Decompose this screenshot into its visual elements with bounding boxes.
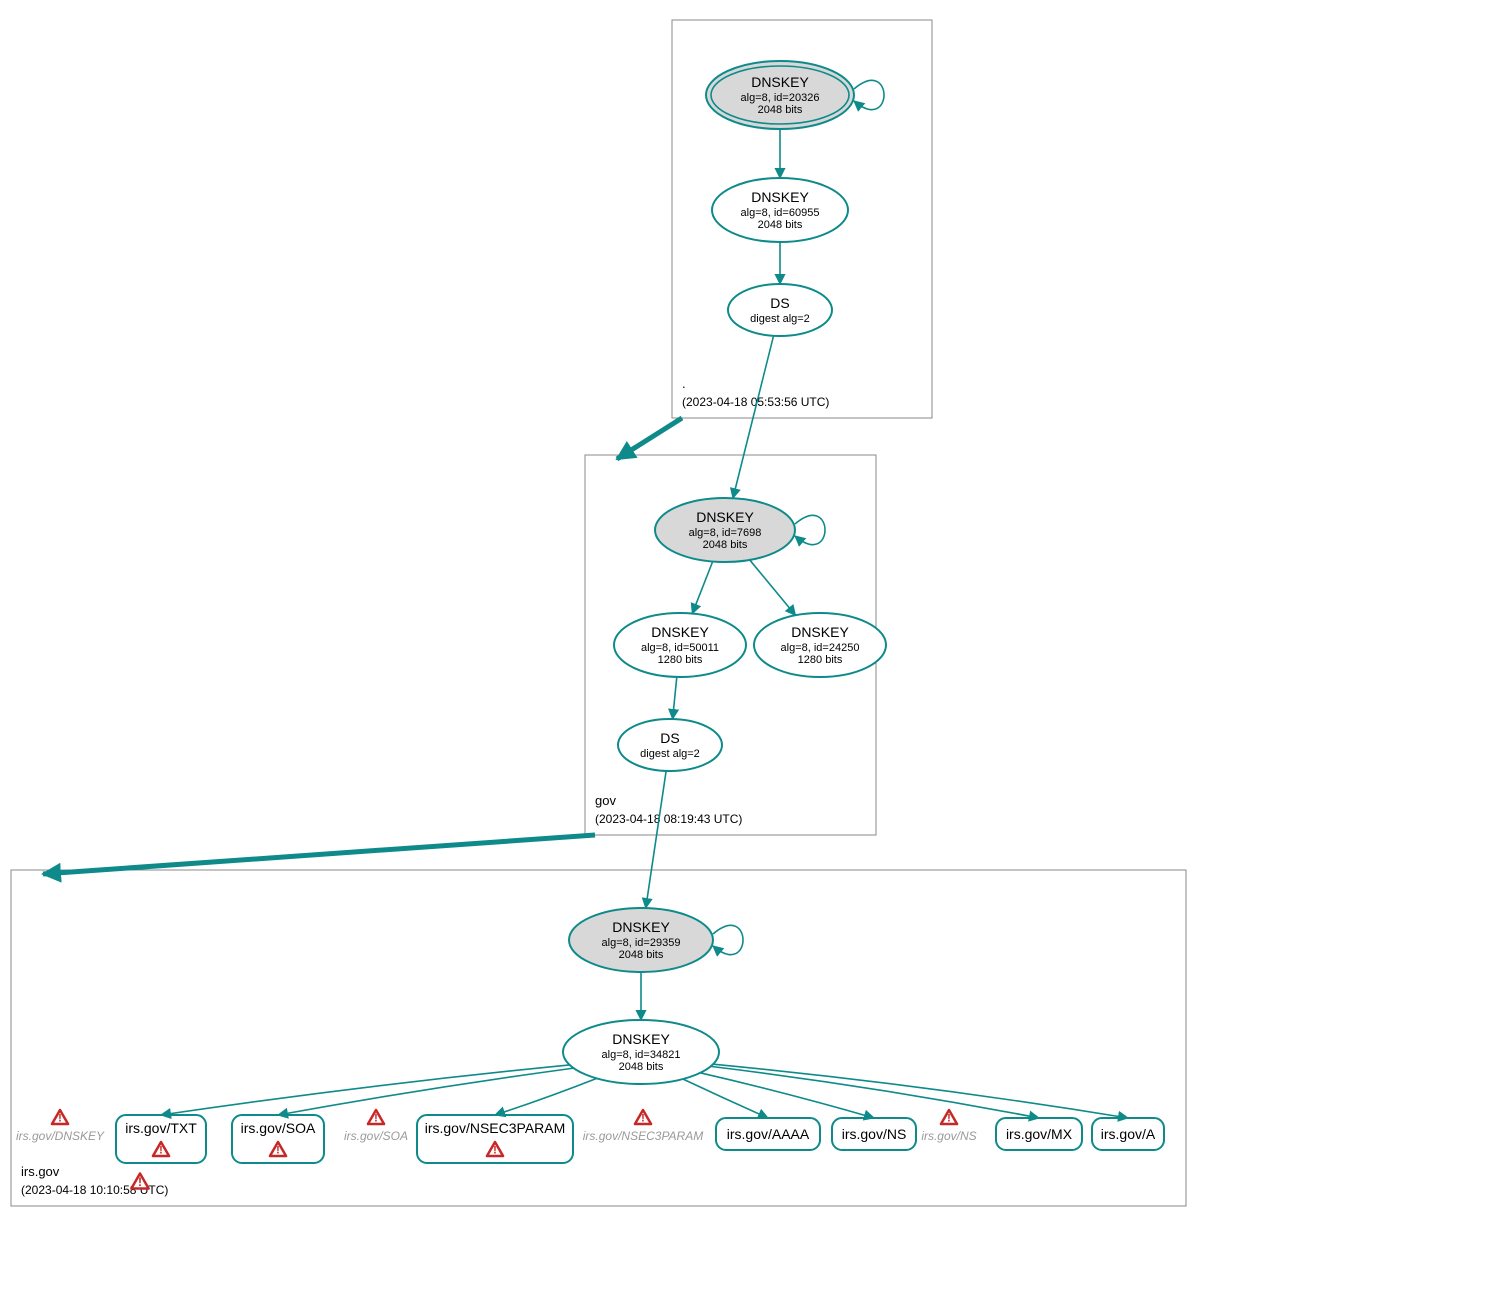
record-label: irs.gov/TXT [125,1120,197,1136]
zone-edge [43,835,595,874]
node-rds: DS digest alg=2 [728,284,832,336]
node-title: DNSKEY [791,624,849,640]
edge [495,1078,597,1115]
node-title: DS [660,730,679,746]
edge [161,1065,570,1115]
zone-edge [617,418,682,459]
ghost-label: irs.gov/DNSKEY [16,1129,105,1143]
zone-label-gov: gov [595,793,616,808]
self-loop [795,515,825,544]
node-sub: 2048 bits [619,949,664,961]
ghost-label: irs.gov/NS [921,1129,976,1143]
ghost-record: ! irs.gov/DNSKEY [16,1110,105,1143]
node-title: DNSKEY [751,189,809,205]
node-title: DS [770,295,789,311]
record-label: irs.gov/AAAA [727,1126,810,1142]
zone-time-gov: (2023-04-18 08:19:43 UTC) [595,812,742,826]
node-rk2: DNSKEY alg=8, id=609552048 bits [712,178,848,242]
edge [646,771,666,908]
node-sub: alg=8, id=29359 [602,937,681,949]
ghost-label: irs.gov/NSEC3PARAM [583,1129,703,1143]
zone-label-irsgov: irs.gov [21,1164,60,1179]
svg-text:!: ! [374,1112,378,1124]
node-rk1: DNSKEY alg=8, id=203262048 bits [706,61,884,129]
edge [733,336,774,498]
node-title: DNSKEY [651,624,709,640]
dnssec-trust-diagram: .(2023-04-18 05:53:56 UTC)gov(2023-04-18… [0,0,1501,1292]
record-label: irs.gov/NS [842,1126,907,1142]
svg-text:!: ! [947,1112,951,1124]
edge [683,1079,768,1118]
svg-text:!: ! [159,1144,163,1156]
ghost-record: ! irs.gov/NSEC3PARAM [583,1110,703,1143]
record-label: irs.gov/SOA [241,1120,316,1136]
node-r_mx: irs.gov/MX [996,1118,1082,1150]
node-r_aaaa: irs.gov/AAAA [716,1118,820,1150]
node-r_ns: irs.gov/NS [832,1118,916,1150]
node-r_txt: irs.gov/TXT! [116,1115,206,1163]
node-sub: 2048 bits [619,1061,664,1073]
node-title: DNSKEY [751,74,809,90]
node-gk2: DNSKEY alg=8, id=500111280 bits [614,613,746,677]
node-ik1: DNSKEY alg=8, id=293592048 bits [569,908,743,972]
ghost-record: ! irs.gov/NS [921,1110,976,1143]
svg-text:!: ! [641,1112,645,1124]
svg-text:!: ! [276,1144,280,1156]
node-title: DNSKEY [696,509,754,525]
node-sub: alg=8, id=24250 [781,642,860,654]
node-sub: alg=8, id=34821 [602,1049,681,1061]
node-sub: alg=8, id=7698 [689,527,762,539]
edge [750,560,796,615]
node-r_soa: irs.gov/SOA! [232,1115,324,1163]
record-label: irs.gov/MX [1006,1126,1073,1142]
record-label: irs.gov/A [1101,1126,1156,1142]
node-sub: alg=8, id=60955 [741,207,820,219]
zone-label-root: . [682,376,686,391]
node-gk1: DNSKEY alg=8, id=76982048 bits [655,498,825,562]
node-sub: 1280 bits [658,654,703,666]
node-sub: digest alg=2 [640,748,700,760]
node-sub: 2048 bits [758,219,803,231]
self-loop [713,925,743,954]
edge [692,562,712,614]
svg-text:!: ! [138,1175,142,1189]
node-sub: 2048 bits [703,539,748,551]
edge [700,1073,874,1118]
svg-text:!: ! [58,1112,62,1124]
node-sub: 2048 bits [758,104,803,116]
edge [711,1066,1039,1118]
node-sub: digest alg=2 [750,313,810,325]
node-sub: alg=8, id=50011 [641,642,719,654]
node-r_n3p: irs.gov/NSEC3PARAM! [417,1115,573,1163]
ghost-record: ! irs.gov/SOA [344,1110,408,1143]
self-loop [854,80,884,109]
node-r_a: irs.gov/A [1092,1118,1164,1150]
record-label: irs.gov/NSEC3PARAM [425,1120,566,1136]
node-title: DNSKEY [612,1031,670,1047]
node-gds: DS digest alg=2 [618,719,722,771]
node-ik2: DNSKEY alg=8, id=348212048 bits [563,1020,719,1084]
edge [278,1068,574,1115]
node-sub: 1280 bits [798,654,843,666]
node-gk3: DNSKEY alg=8, id=242501280 bits [754,613,886,677]
ghost-label: irs.gov/SOA [344,1129,408,1143]
svg-text:!: ! [493,1144,497,1156]
edge [673,677,677,719]
node-title: DNSKEY [612,919,670,935]
node-sub: alg=8, id=20326 [741,92,820,104]
